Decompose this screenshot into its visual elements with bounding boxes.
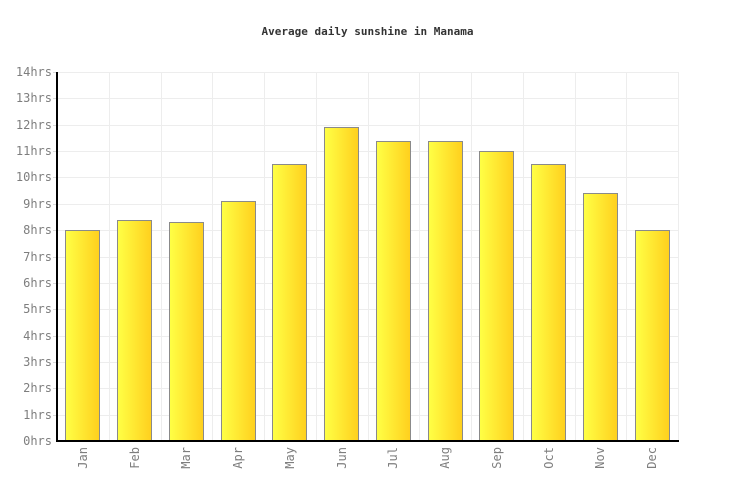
x-label-oct: Oct [541, 447, 556, 469]
y-axis-label: 0hrs [23, 434, 52, 448]
gridline-vertical [419, 72, 421, 441]
y-tick [53, 151, 57, 153]
gridline-vertical [367, 72, 369, 441]
gridline-vertical [522, 72, 524, 441]
y-axis-label: 10hrs [15, 170, 52, 185]
y-axis-label: 14hrs [15, 65, 52, 79]
x-label-aug: Aug [438, 447, 453, 469]
bar-mar [168, 222, 204, 441]
y-axis-label: 2hrs [23, 381, 52, 396]
x-label-mar: Mar [179, 447, 194, 469]
bar-may [272, 164, 308, 442]
chart-title: Average daily sunshine in Manama [261, 25, 474, 38]
bar-nov [582, 193, 618, 441]
bar-jan [65, 230, 101, 441]
y-tick [53, 388, 57, 390]
y-axis-label: 6hrs [23, 275, 52, 290]
y-tick [53, 282, 57, 284]
bar-jun [324, 127, 360, 441]
gridline-vertical [264, 72, 265, 441]
y-tick [53, 203, 57, 205]
x-label-apr: Apr [231, 447, 246, 469]
y-tick [53, 256, 57, 258]
x-label-jul: Jul [386, 447, 401, 469]
y-tick [53, 361, 57, 363]
x-axis-line [56, 440, 679, 442]
y-tick [53, 98, 57, 100]
gridline-vertical [212, 72, 214, 441]
y-axis-label: 3hrs [23, 354, 52, 369]
bar-jul [375, 140, 411, 441]
y-axis-label: 5hrs [23, 302, 52, 317]
y-axis-label: 13hrs [15, 91, 52, 106]
gridline-vertical [574, 72, 576, 441]
y-axis-label: 8hrs [23, 223, 52, 238]
y-tick [53, 177, 57, 179]
gridline-vertical [678, 72, 679, 441]
y-tick [53, 72, 57, 73]
bar-apr [220, 201, 256, 441]
x-label-feb: Feb [127, 447, 142, 469]
gridline-vertical [626, 72, 628, 441]
y-axis-label: 7hrs [23, 249, 52, 264]
x-label-dec: Dec [645, 447, 660, 469]
x-label-jun: Jun [334, 447, 349, 469]
gridline-vertical [160, 72, 162, 441]
bar-dec [634, 230, 670, 441]
x-label-sep: Sep [489, 447, 504, 469]
y-axis-line [56, 72, 58, 441]
y-tick [53, 335, 57, 337]
gridline-vertical [315, 72, 317, 441]
y-axis-label: 9hrs [23, 196, 52, 211]
x-label-jan: Jan [75, 447, 90, 469]
y-tick [53, 414, 57, 416]
x-label-may: May [282, 447, 297, 469]
x-label-nov: Nov [593, 447, 608, 469]
bar-aug [427, 140, 463, 441]
y-tick [53, 124, 57, 126]
y-axis-label: 1hrs [23, 407, 52, 422]
y-axis-label: 12hrs [15, 117, 52, 132]
bar-feb [117, 219, 153, 441]
y-tick [53, 309, 57, 311]
gridline-vertical [471, 72, 472, 441]
gridline-vertical [108, 72, 110, 441]
y-tick [53, 230, 57, 232]
bar-sep [479, 151, 515, 441]
y-axis-label: 11hrs [15, 144, 52, 159]
y-axis-label: 4hrs [23, 328, 52, 343]
bar-oct [531, 164, 567, 442]
